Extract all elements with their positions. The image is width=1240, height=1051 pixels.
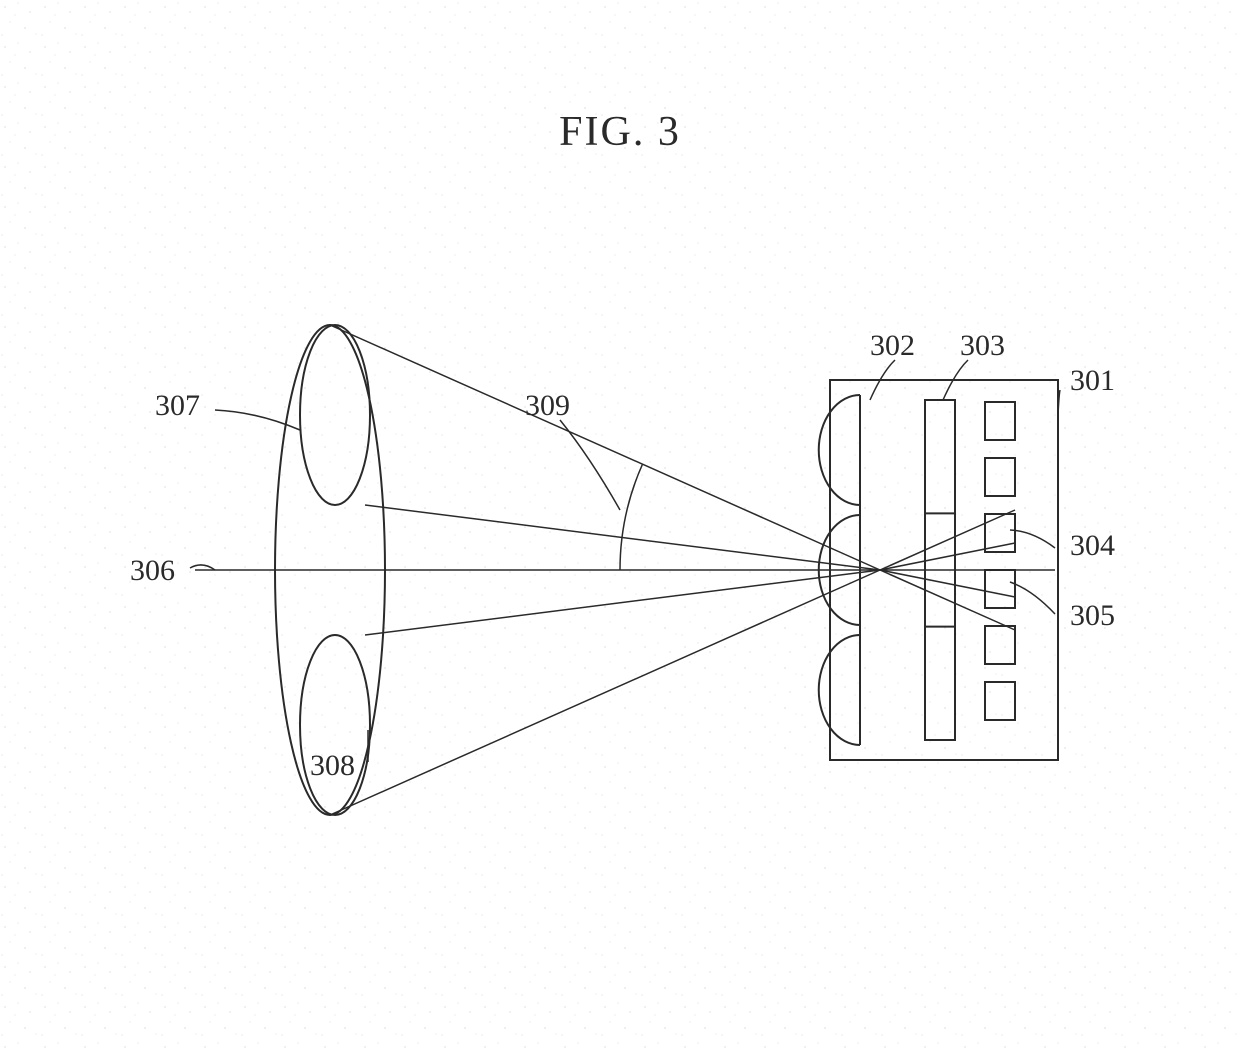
label-308: 308 (310, 749, 355, 782)
label-305: 305 (1070, 599, 1115, 632)
label-302: 302 (870, 329, 915, 362)
paper-texture (0, 0, 1240, 1051)
label-301: 301 (1070, 364, 1115, 397)
figure-title: FIG. 3 (559, 109, 681, 155)
label-306: 306 (130, 554, 175, 587)
label-309: 309 (525, 389, 570, 422)
figure-canvas: FIG. 3 301 302 303 304 305 306 307 308 309 (0, 0, 1240, 1051)
label-304: 304 (1070, 529, 1115, 562)
label-303: 303 (960, 329, 1005, 362)
label-307: 307 (155, 389, 200, 422)
